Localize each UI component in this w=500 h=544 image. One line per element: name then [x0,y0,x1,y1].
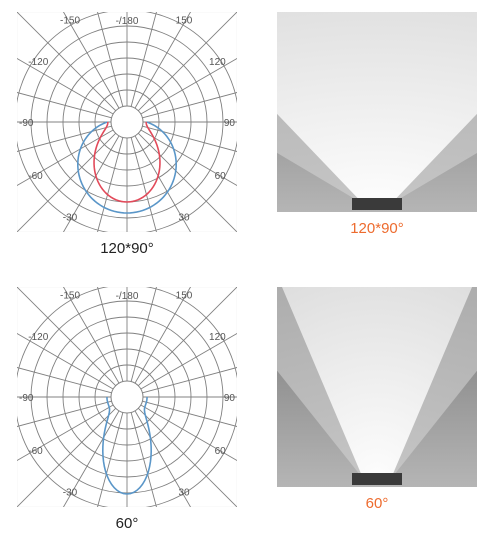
svg-text:60: 60 [215,446,227,457]
svg-text:-150: -150 [60,15,80,26]
beam-diagram-top-cell: 120*90° [272,12,482,257]
svg-text:-/180: -/180 [116,16,139,27]
polar-chart-120x90: -150-/1801501209060300-30-60-90-120 [17,12,237,232]
beam-diagram-top-caption: 120*90° [350,220,404,237]
beam-diagram-bottom-cell: 60° [272,287,482,532]
beam-diagram-60 [277,287,477,487]
svg-text:-30: -30 [63,488,78,499]
svg-text:-60: -60 [28,446,43,457]
polar-chart-60: -150-/1801501209060300-30-60-90-120 [17,287,237,507]
beam-diagram-120x90 [277,12,477,212]
svg-text:-120: -120 [28,57,48,68]
svg-text:-60: -60 [28,171,43,182]
svg-text:30: 30 [178,488,190,499]
svg-text:90: 90 [224,118,236,129]
svg-text:120: 120 [209,332,226,343]
polar-chart-top-caption: 120*90° [100,240,154,257]
svg-text:-90: -90 [19,118,34,129]
svg-text:-120: -120 [28,332,48,343]
svg-text:90: 90 [224,393,236,404]
svg-text:-150: -150 [60,290,80,301]
svg-text:150: 150 [176,15,193,26]
svg-text:60: 60 [215,171,227,182]
svg-text:-30: -30 [63,213,78,224]
polar-chart-bottom-cell: -150-/1801501209060300-30-60-90-120 60° [12,287,242,532]
svg-text:-90: -90 [19,393,34,404]
polar-chart-bottom-caption: 60° [116,515,139,532]
svg-text:150: 150 [176,290,193,301]
svg-text:-/180: -/180 [116,291,139,302]
svg-text:120: 120 [209,57,226,68]
diagram-grid: -150-/1801501209060300-30-60-90-120 120*… [12,12,488,532]
beam-diagram-bottom-caption: 60° [366,495,389,512]
polar-chart-top-cell: -150-/1801501209060300-30-60-90-120 120*… [12,12,242,257]
svg-text:30: 30 [178,213,190,224]
